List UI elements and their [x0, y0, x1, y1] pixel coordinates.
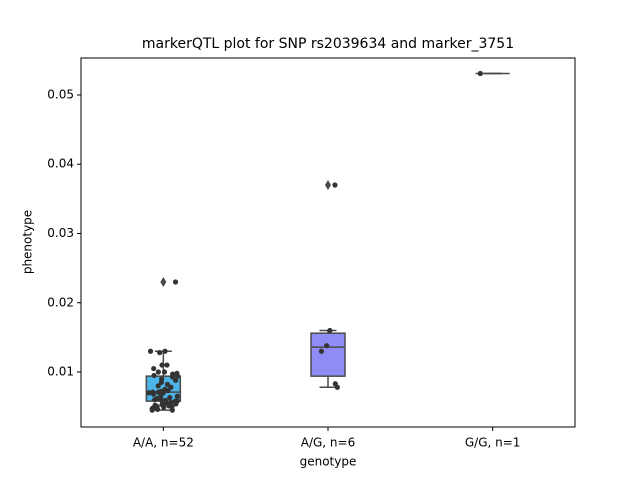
y-tick-label: 0.04 — [47, 157, 74, 171]
strip-point — [151, 365, 157, 372]
strip-point — [477, 70, 483, 77]
strip-point — [161, 369, 168, 375]
y-tick-label: 0.05 — [47, 87, 74, 101]
y-axis-label: phenotype — [21, 210, 35, 274]
strip-point — [173, 377, 179, 383]
outlier — [325, 180, 331, 191]
strip-point — [159, 362, 165, 368]
strip-point — [172, 279, 179, 285]
strip-point — [174, 393, 180, 399]
strip-point — [155, 406, 161, 413]
box — [310, 332, 346, 377]
strip-point — [175, 373, 181, 379]
strip-point — [151, 372, 157, 379]
strip-point — [332, 182, 338, 188]
strip-point — [146, 390, 152, 396]
strip-point — [173, 401, 179, 407]
strip-point — [327, 327, 333, 334]
x-axis-label: genotype — [300, 455, 357, 469]
strip-point — [161, 404, 167, 410]
plot-frame — [80, 57, 576, 428]
strip-point — [162, 348, 168, 354]
chart-title: markerQTL plot for SNP rs2039634 and mar… — [142, 36, 514, 52]
strip-point — [152, 397, 158, 403]
y-tick-label: 0.03 — [47, 226, 74, 240]
outlier — [160, 276, 167, 287]
strip-point — [155, 383, 161, 389]
strip-point — [150, 391, 157, 397]
strip-point — [165, 388, 171, 394]
strip-point — [332, 381, 338, 387]
strip-point — [168, 384, 174, 390]
strip-point — [324, 343, 330, 349]
strip-point — [318, 348, 325, 354]
x-tick-label: A/A, n=52 — [133, 436, 194, 450]
x-tick-label: A/G, n=6 — [301, 436, 355, 450]
strip-point — [167, 395, 173, 401]
strip-point — [157, 350, 163, 356]
strip-point — [164, 362, 170, 368]
y-tick-label: 0.02 — [47, 295, 74, 309]
x-tick-label: G/G, n=1 — [465, 436, 521, 450]
strip-point — [158, 392, 164, 399]
strip-point — [147, 348, 154, 354]
strip-point — [169, 407, 175, 413]
strip-point — [169, 374, 176, 380]
strip-point — [149, 407, 155, 413]
y-tick-label: 0.01 — [47, 365, 74, 379]
strip-point — [155, 369, 161, 375]
strip-point — [158, 379, 165, 385]
